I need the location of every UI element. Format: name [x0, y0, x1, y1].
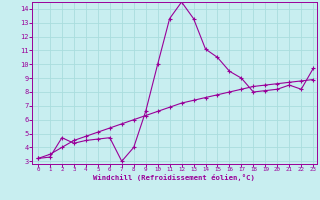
- X-axis label: Windchill (Refroidissement éolien,°C): Windchill (Refroidissement éolien,°C): [93, 174, 255, 181]
